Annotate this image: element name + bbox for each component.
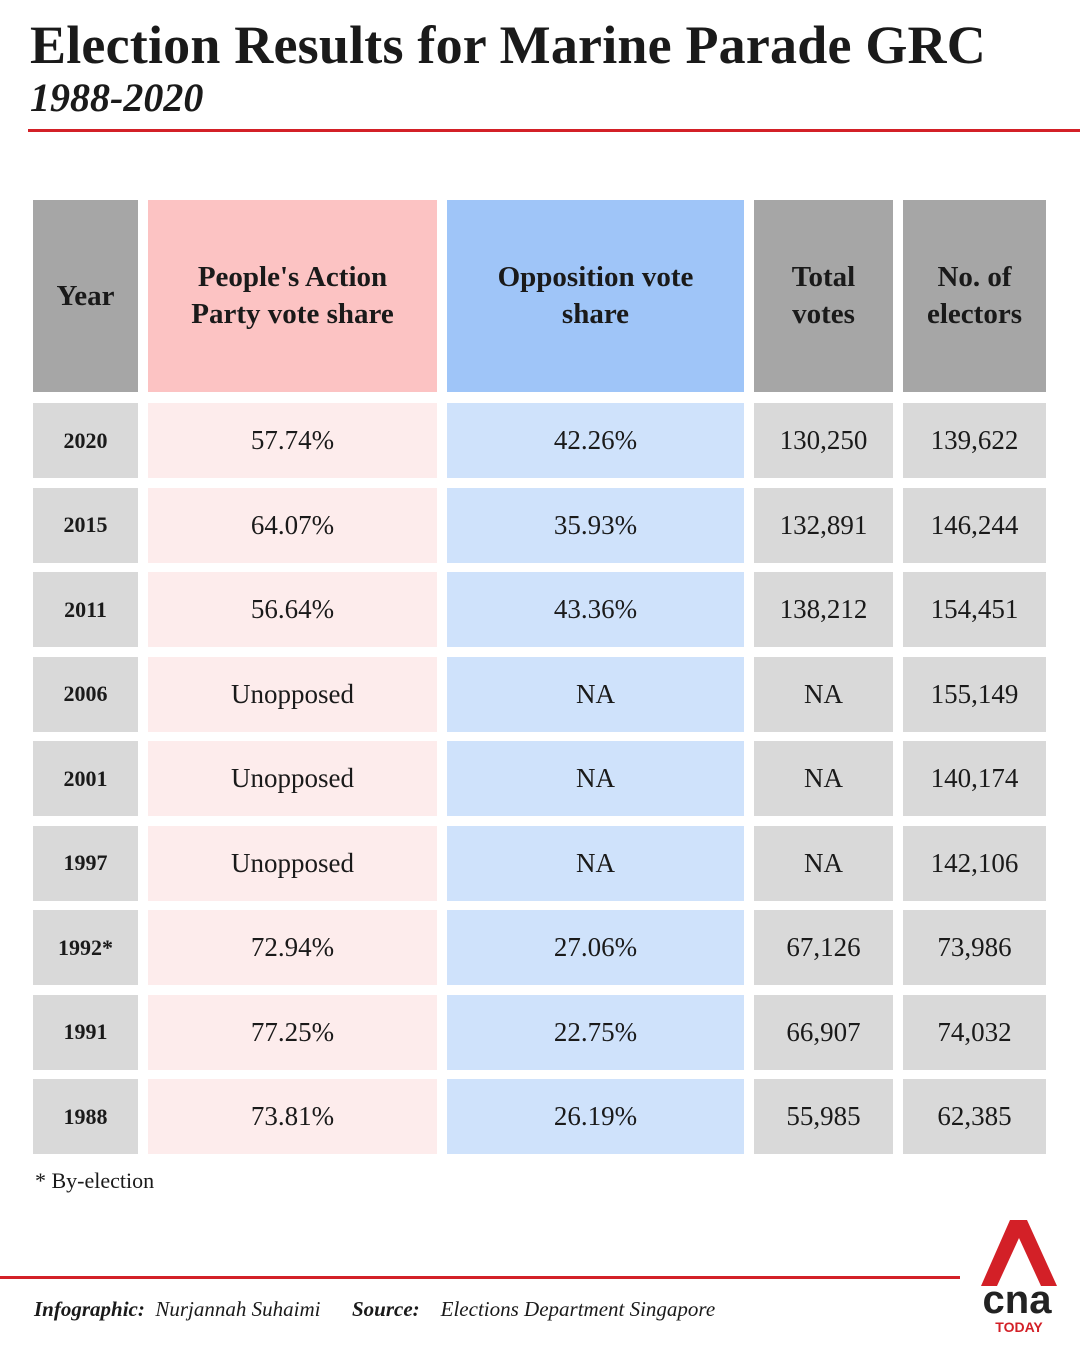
table-cell: 1991 <box>33 994 138 1070</box>
column-header: Total votes <box>754 200 893 392</box>
table-cell: 67,126 <box>754 910 893 985</box>
credit: Nurjannah Suhaimi <box>155 1297 321 1321</box>
divider <box>28 129 1080 132</box>
table-cell: NA <box>447 741 744 816</box>
logo-name: cna <box>983 1278 1053 1322</box>
table-cell: 138,212 <box>754 572 893 647</box>
credits: Infographic: Nurjannah Suhaimi Source: E… <box>34 1297 715 1322</box>
table-cell: 140,174 <box>903 741 1046 816</box>
logo-tag: TODAY <box>995 1319 1043 1335</box>
table-cell: 72.94% <box>148 910 437 985</box>
credit-label: Source: <box>351 1297 420 1321</box>
table-cell: 132,891 <box>754 487 893 563</box>
credit-label: Infographic: <box>34 1297 145 1321</box>
table-cell: 2020 <box>33 403 138 478</box>
logo: cna TODAY <box>981 1220 1057 1335</box>
table-cell: 62,385 <box>903 1079 1046 1154</box>
table-cell: 26.19% <box>447 1079 744 1154</box>
table-cell: 1988 <box>33 1079 138 1154</box>
column-header: People's Action Party vote share <box>148 200 437 392</box>
column-header: Opposition vote share <box>447 200 744 392</box>
table-cell: 22.75% <box>447 994 744 1070</box>
table-cell: 27.06% <box>447 910 744 985</box>
table-cell: 42.26% <box>447 403 744 478</box>
column-header: No. of electors <box>903 200 1046 392</box>
column-header: Year <box>33 200 138 392</box>
table-cell: 35.93% <box>447 487 744 563</box>
table-cell: 1992* <box>33 910 138 985</box>
table-cell: 2011 <box>33 572 138 647</box>
table-cell: 142,106 <box>903 825 1046 901</box>
table-cell: NA <box>754 825 893 901</box>
table-cell: 74,032 <box>903 994 1046 1070</box>
table-cell: 66,907 <box>754 994 893 1070</box>
logo-mark <box>981 1220 1057 1286</box>
credit: Elections Department Singapore <box>440 1297 716 1321</box>
table-cell: 43.36% <box>447 572 744 647</box>
table-cell: NA <box>447 825 744 901</box>
table-cell: 73.81% <box>148 1079 437 1154</box>
table-cell: 64.07% <box>148 487 437 563</box>
table-cell: 2006 <box>33 656 138 732</box>
table-cell: 55,985 <box>754 1079 893 1154</box>
table-cell: 57.74% <box>148 403 437 478</box>
table-cell: 73,986 <box>903 910 1046 985</box>
footnote: * By-election <box>35 1168 155 1193</box>
divider <box>0 1276 960 1279</box>
table-cell: Unopposed <box>148 656 437 732</box>
table-cell: NA <box>754 656 893 732</box>
table-cell: 139,622 <box>903 403 1046 478</box>
table-cell: 154,451 <box>903 572 1046 647</box>
table-cell: 1997 <box>33 825 138 901</box>
table-cell: 2015 <box>33 487 138 563</box>
table-cell: 130,250 <box>754 403 893 478</box>
title: Election Results for Marine Parade GRC <box>30 15 986 75</box>
table-cell: 146,244 <box>903 487 1046 563</box>
table-cell: NA <box>447 656 744 732</box>
table-cell: 155,149 <box>903 656 1046 732</box>
table-cell: 2001 <box>33 741 138 816</box>
table-cell: Unopposed <box>148 741 437 816</box>
table-cell: Unopposed <box>148 825 437 901</box>
table-cell: 56.64% <box>148 572 437 647</box>
table-cell: NA <box>754 741 893 816</box>
table-cell: 77.25% <box>148 994 437 1070</box>
subtitle: 1988-2020 <box>30 75 204 120</box>
